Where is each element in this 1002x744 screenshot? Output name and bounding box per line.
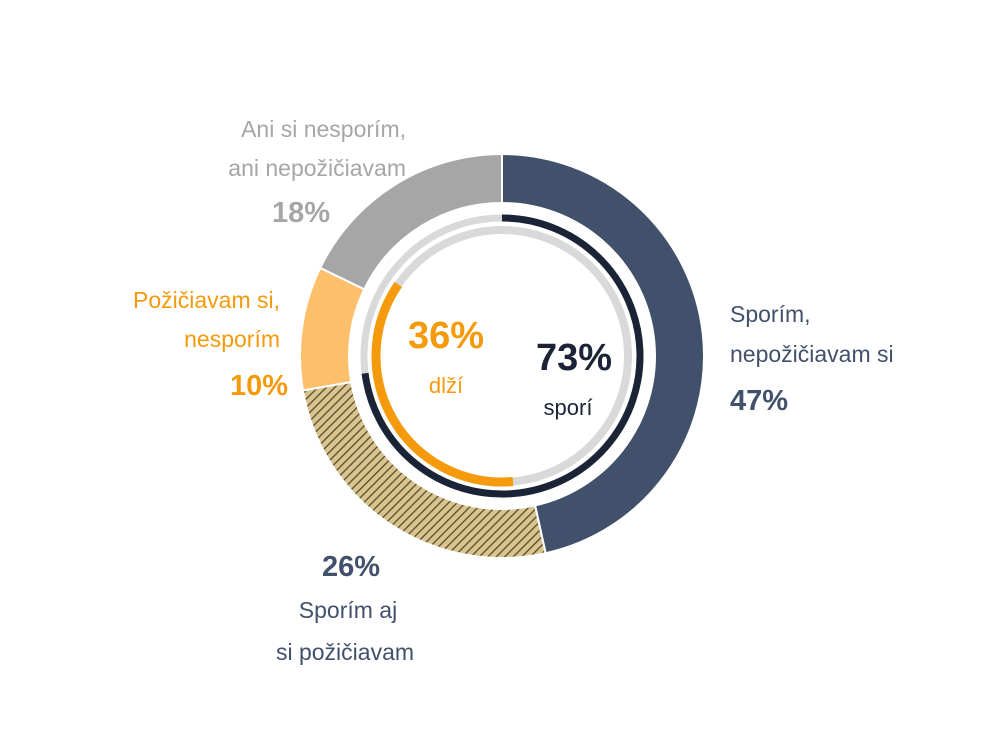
ring-text-spori: sporí — [544, 395, 593, 420]
ring-text-dlzi: dlží — [429, 373, 463, 398]
slice-label-3-line-1: ani nepožičiavam — [228, 155, 406, 181]
slice-3 — [318, 152, 503, 291]
center-spori: 73% sporí — [536, 337, 612, 420]
label-pozicavam-nesporim: Požičiavam si, nesporím 10% — [133, 287, 288, 402]
outer-donut — [299, 152, 705, 559]
slice-label-0-line-1: nepožičiavam si — [730, 341, 894, 367]
ring-arc-spori — [361, 214, 644, 498]
ring-value-spori: 73% — [536, 337, 612, 379]
inner-rings — [360, 214, 644, 498]
slice-label-1-line-1: si požičiavam — [276, 639, 414, 665]
slice-label-0-line-0: Sporím, — [730, 301, 811, 327]
slice-label-1-line-0: Sporím aj — [299, 597, 397, 623]
slice-label-3-line-0: Ani si nesporím, — [241, 116, 406, 142]
label-sporim-aj-pozicavam: 26% Sporím aj si požičiavam — [276, 551, 414, 665]
slice-2 — [299, 266, 366, 392]
slice-label-2-line-0: Požičiavam si, — [133, 287, 280, 313]
slice-0 — [501, 152, 705, 555]
label-ani-ani: Ani si nesporím, ani nepožičiavam 18% — [228, 116, 406, 229]
ring-value-dlzi: 36% — [408, 315, 484, 357]
ring-arc-dlzi — [371, 281, 514, 487]
slice-value-2: 10% — [230, 370, 288, 402]
slice-label-2-line-1: nesporím — [184, 326, 280, 352]
slice-value-1: 26% — [322, 551, 380, 583]
slice-value-3: 18% — [272, 197, 330, 229]
label-sporim-nepozicavam: Sporím, nepožičiavam si 47% — [730, 301, 894, 417]
center-dlzi: 36% dlží — [408, 315, 484, 398]
slice-value-0: 47% — [730, 385, 788, 417]
